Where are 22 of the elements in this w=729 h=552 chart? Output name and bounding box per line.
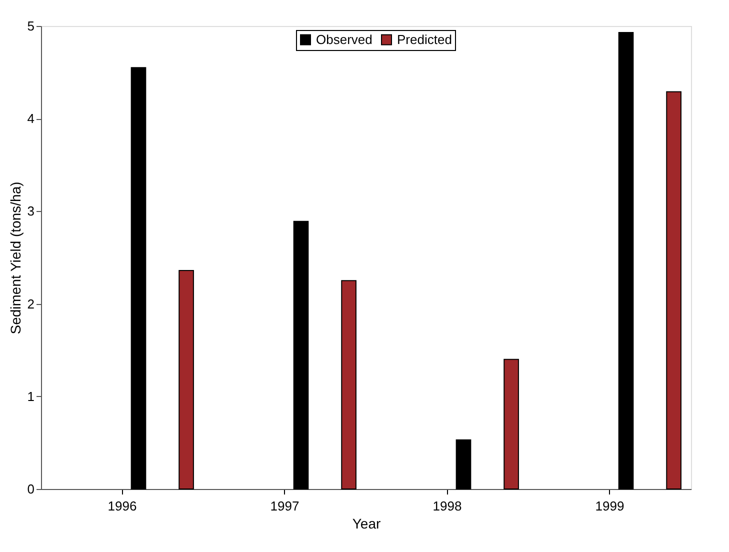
x-tick-label: 1997 (270, 498, 300, 514)
x-tick-label: 1999 (595, 498, 624, 514)
bar (130, 67, 146, 490)
bar (178, 270, 194, 490)
y-tick-label: 4 (27, 111, 34, 126)
bar (618, 32, 634, 490)
y-tick-label: 3 (27, 204, 34, 219)
bar (341, 280, 356, 490)
y-axis-title: Sediment Yield (tons/ha) (7, 182, 24, 334)
x-tick-label: 1996 (108, 498, 137, 514)
bar (504, 358, 519, 490)
y-tick-label: 1 (27, 388, 34, 404)
bar (456, 439, 472, 490)
x-tick-label: 1998 (432, 498, 462, 514)
bar (293, 220, 309, 490)
x-axis-title: Year (352, 516, 381, 532)
y-tick-label: 0 (27, 482, 34, 496)
bar (666, 91, 682, 490)
y-tick-label: 2 (27, 296, 34, 312)
legend-label: Predicted (397, 32, 452, 47)
legend-label: Observed (316, 32, 372, 47)
y-tick-label: 5 (27, 18, 34, 34)
